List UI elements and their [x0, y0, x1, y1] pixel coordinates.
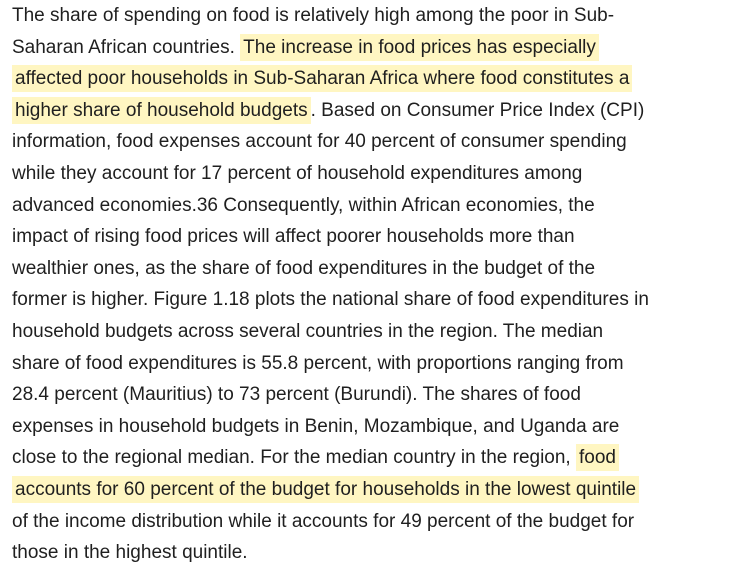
- text-segment: while they account for 17 percent of hou…: [12, 163, 583, 184]
- highlighted-text: food: [576, 444, 619, 472]
- text-line: household budgets across several countri…: [12, 316, 603, 348]
- text-line: The share of spending on food is relativ…: [12, 0, 614, 32]
- text-line: close to the regional median. For the me…: [12, 442, 619, 474]
- highlighted-text: higher share of household budgets: [12, 96, 311, 124]
- text-segment: share of food expenditures is 55.8 perce…: [12, 352, 624, 374]
- text-segment: The share of spending on food is relativ…: [12, 5, 615, 26]
- text-segment: former is higher. Figure 1.18 plots the …: [12, 289, 649, 311]
- text-segment: of the income distribution while it acco…: [12, 510, 635, 532]
- text-line: share of food expenditures is 55.8 perce…: [12, 348, 624, 380]
- text-line: Saharan African countries. The increase …: [12, 32, 599, 64]
- text-segment: household budgets across several countri…: [12, 321, 604, 342]
- highlighted-text: affected poor households in Sub-Saharan …: [12, 65, 633, 93]
- text-segment: Saharan African countries.: [12, 36, 241, 58]
- text-segment: wealthier ones, as the share of food exp…: [12, 257, 596, 279]
- text-segment: information, food expenses account for 4…: [12, 131, 627, 153]
- text-line: impact of rising food prices will affect…: [12, 221, 575, 253]
- text-segment: close to the regional median. For the me…: [12, 447, 576, 469]
- text-line: 28.4 percent (Mauritius) to 73 percent (…: [12, 379, 581, 411]
- text-line: former is higher. Figure 1.18 plots the …: [12, 284, 649, 316]
- text-segment: impact of rising food prices will affect…: [12, 226, 575, 248]
- highlighted-text: accounts for 60 percent of the budget fo…: [12, 476, 640, 503]
- text-segment: those in the highest quintile.: [12, 542, 248, 564]
- text-segment: . Based on Consumer Price Index (CPI): [310, 99, 645, 121]
- text-line: higher share of household budgets. Based…: [12, 95, 644, 127]
- text-segment: expenses in household budgets in Benin, …: [12, 415, 620, 437]
- text-segment: 28.4 percent (Mauritius) to 73 percent (…: [12, 384, 581, 406]
- text-line: while they account for 17 percent of hou…: [12, 158, 582, 190]
- text-segment: advanced economies.36 Consequently, with…: [12, 194, 595, 216]
- text-line: expenses in household budgets in Benin, …: [12, 411, 619, 443]
- text-line: advanced economies.36 Consequently, with…: [12, 190, 595, 222]
- text-line: wealthier ones, as the share of food exp…: [12, 253, 595, 285]
- text-line: accounts for 60 percent of the budget fo…: [12, 474, 640, 506]
- text-line: those in the highest quintile.: [12, 537, 248, 569]
- text-line: affected poor households in Sub-Saharan …: [12, 63, 633, 95]
- text-line: information, food expenses account for 4…: [12, 126, 627, 158]
- highlighted-text: The increase in food prices has especial…: [240, 33, 599, 61]
- text-line: of the income distribution while it acco…: [12, 506, 634, 538]
